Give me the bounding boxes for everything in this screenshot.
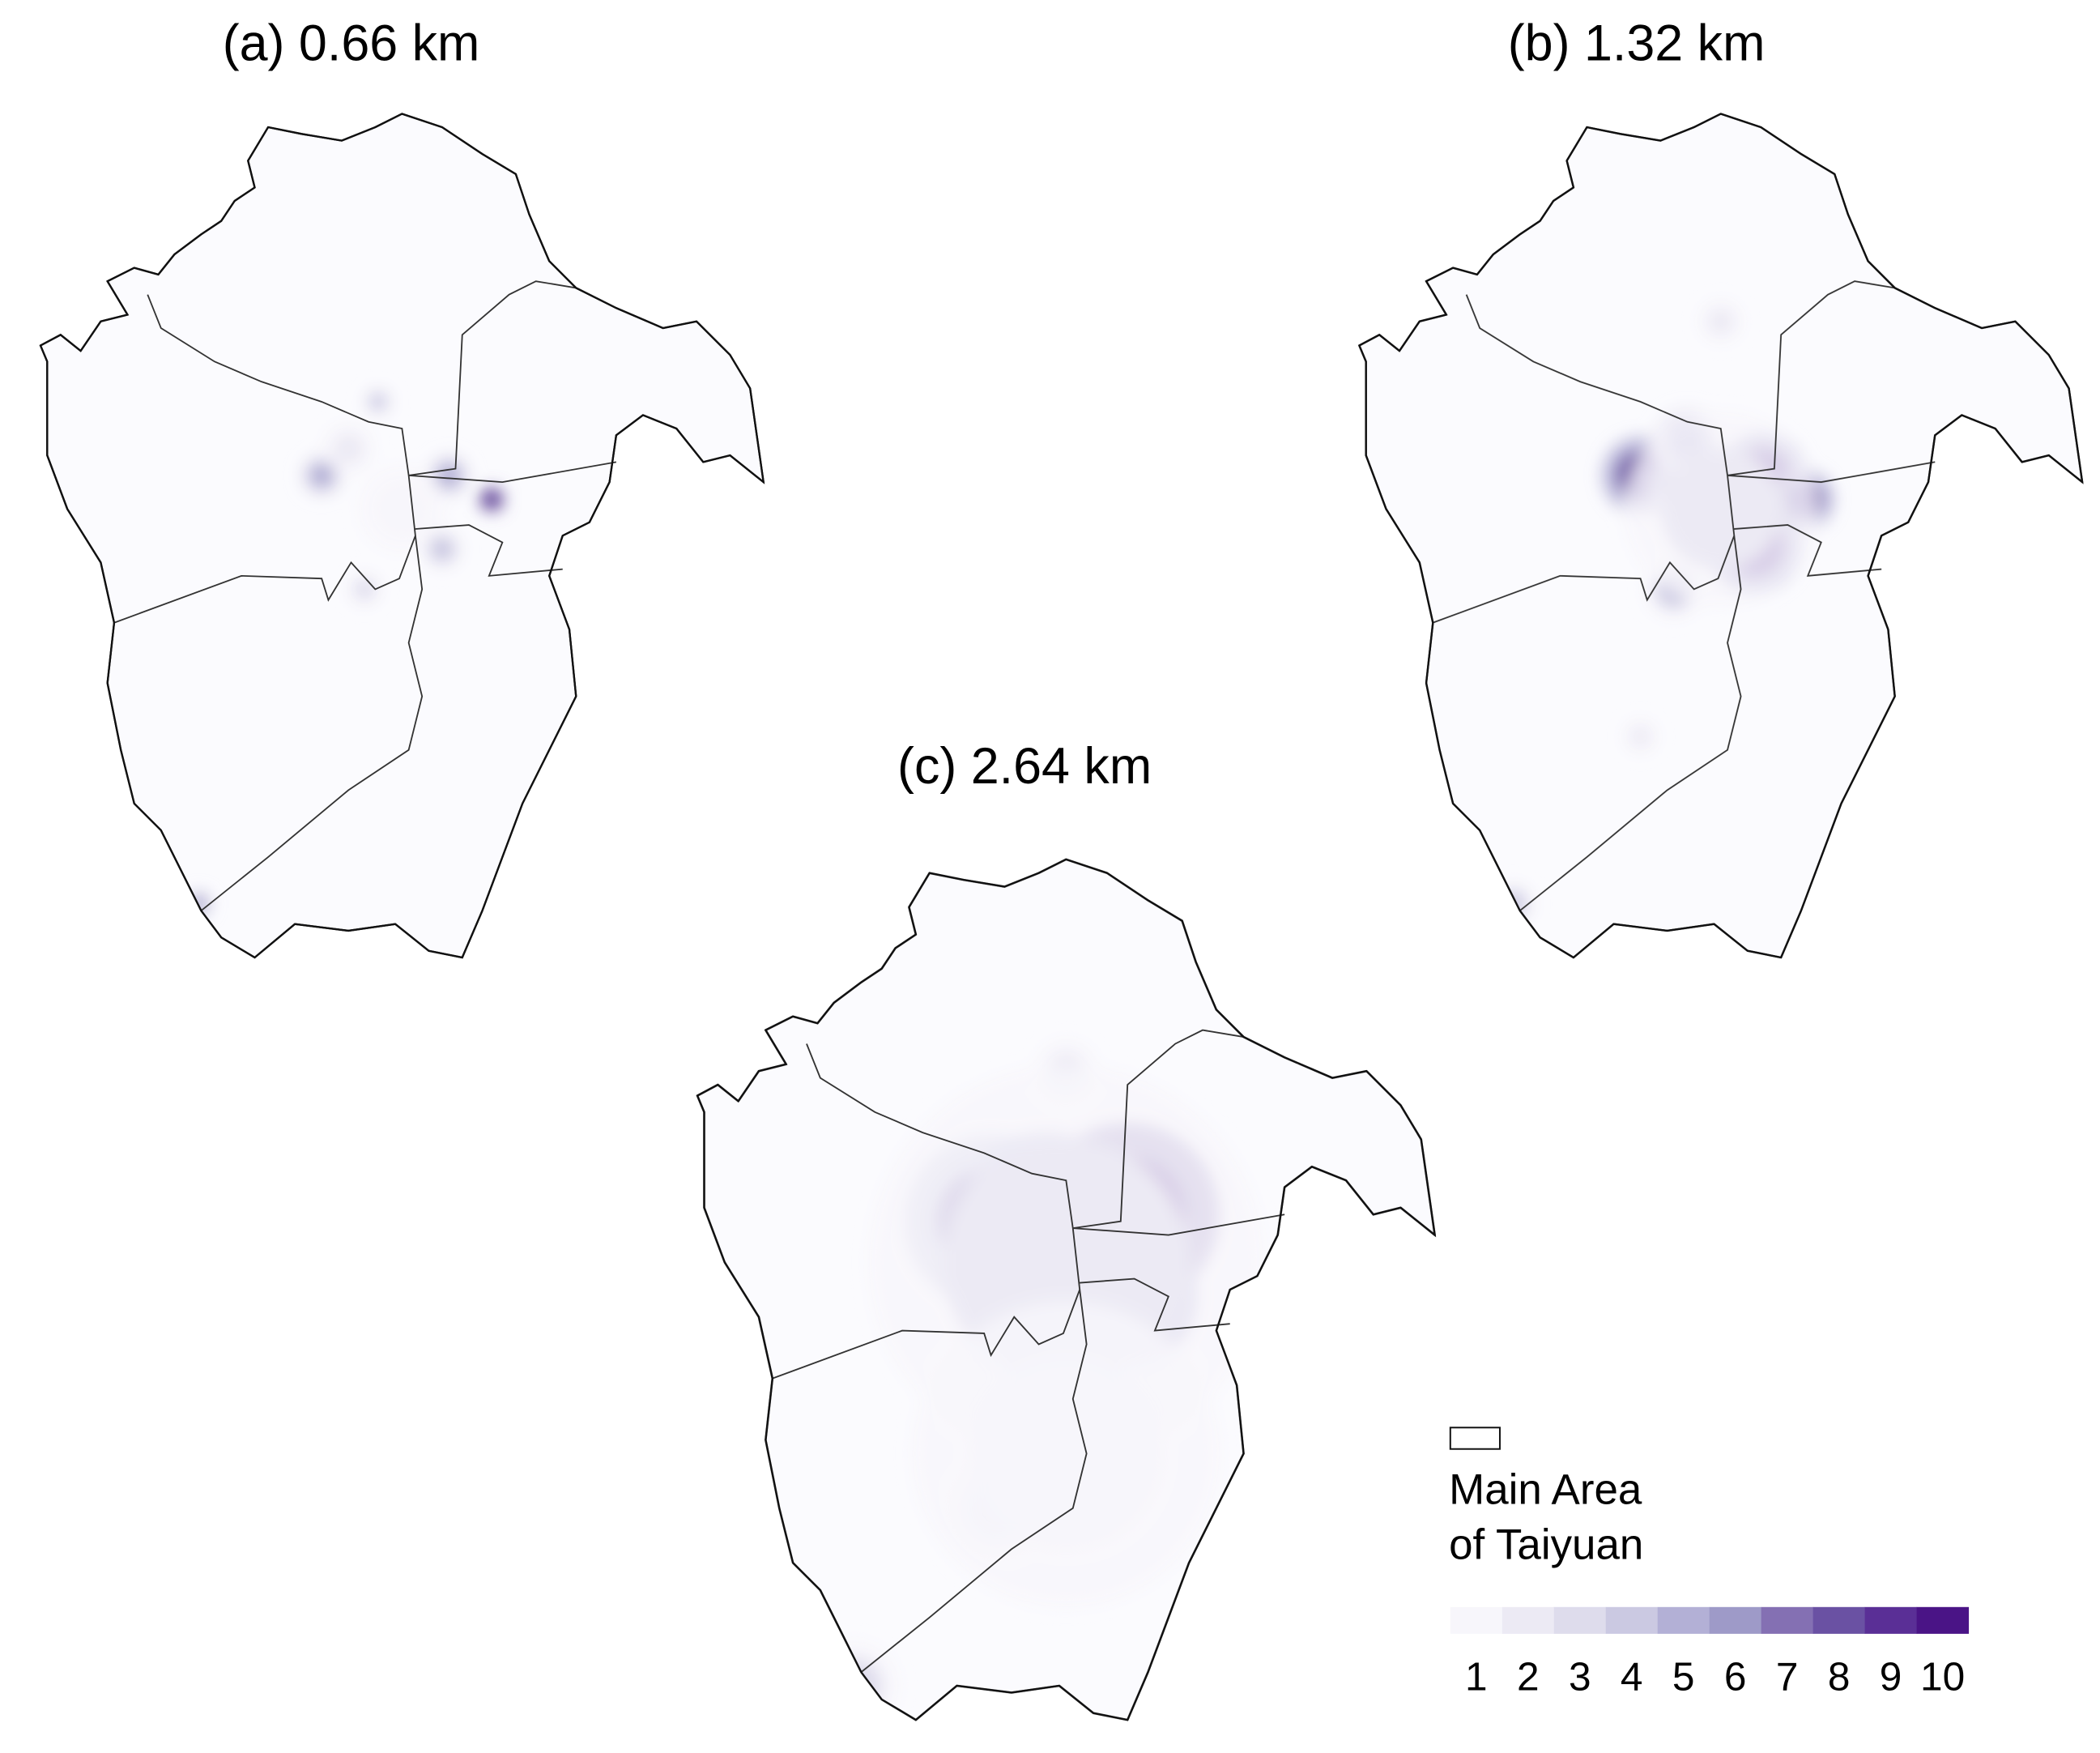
- legend-swatch: [1761, 1606, 1814, 1634]
- legend-class-label: 4: [1621, 1653, 1643, 1699]
- map-panel: [1358, 113, 2084, 959]
- legend: Main Area of Taiyuan 1 2 3 4 5 6 7 8 9 10: [1449, 1466, 1970, 1699]
- density-core: [1707, 308, 1735, 335]
- maps: (a) 0.66 km (b) 1.32 km (c) 2.64 km: [39, 15, 2084, 1721]
- density-core: [368, 392, 388, 412]
- legend-swatch: [1864, 1606, 1918, 1634]
- map-panel: [39, 113, 765, 959]
- density-core: [353, 578, 376, 600]
- density-core: [827, 1658, 882, 1713]
- legend-class-label: 9: [1880, 1653, 1902, 1699]
- density-core: [970, 1358, 1162, 1550]
- legend-swatch: [1450, 1606, 1503, 1634]
- density-core: [332, 432, 365, 465]
- density-core: [308, 462, 335, 489]
- density-core: [1660, 448, 1782, 569]
- legend-class-label: 3: [1569, 1653, 1591, 1699]
- legend-swatch: [1502, 1606, 1555, 1634]
- legend-swatch: [1812, 1606, 1866, 1634]
- legend-boundary-key: [1449, 1427, 1501, 1450]
- legend-swatch: [1605, 1606, 1659, 1634]
- density-core: [483, 491, 501, 508]
- legend-swatch: [1657, 1606, 1710, 1634]
- density-halo: [811, 1642, 898, 1721]
- legend-class-label: 2: [1517, 1653, 1540, 1699]
- legend-swatch: [1709, 1606, 1762, 1634]
- density-surface: [1492, 300, 1834, 926]
- legend-class-label: 6: [1724, 1653, 1747, 1699]
- density-core: [1629, 726, 1651, 748]
- density-core: [375, 482, 429, 536]
- legend-class-label: 10: [1920, 1653, 1965, 1699]
- legend-class-label: 7: [1776, 1653, 1799, 1699]
- density-core: [428, 535, 456, 563]
- legend-label: of Taiyuan: [1449, 1521, 1643, 1568]
- legend-swatch: [1553, 1606, 1607, 1634]
- panel-title: (c) 2.64 km: [897, 738, 1152, 795]
- legend-swatch: [1916, 1606, 1970, 1634]
- panel-title: (a) 0.66 km: [223, 15, 480, 71]
- legend-label: Main Area: [1449, 1466, 1642, 1514]
- legend-class-label: 8: [1828, 1653, 1851, 1699]
- legend-class-label: 1: [1465, 1653, 1488, 1699]
- density-core: [435, 462, 462, 489]
- map-panel: [696, 858, 1436, 1721]
- panel-title: (b) 1.32 km: [1508, 15, 1766, 71]
- legend-class-label: 5: [1672, 1653, 1695, 1699]
